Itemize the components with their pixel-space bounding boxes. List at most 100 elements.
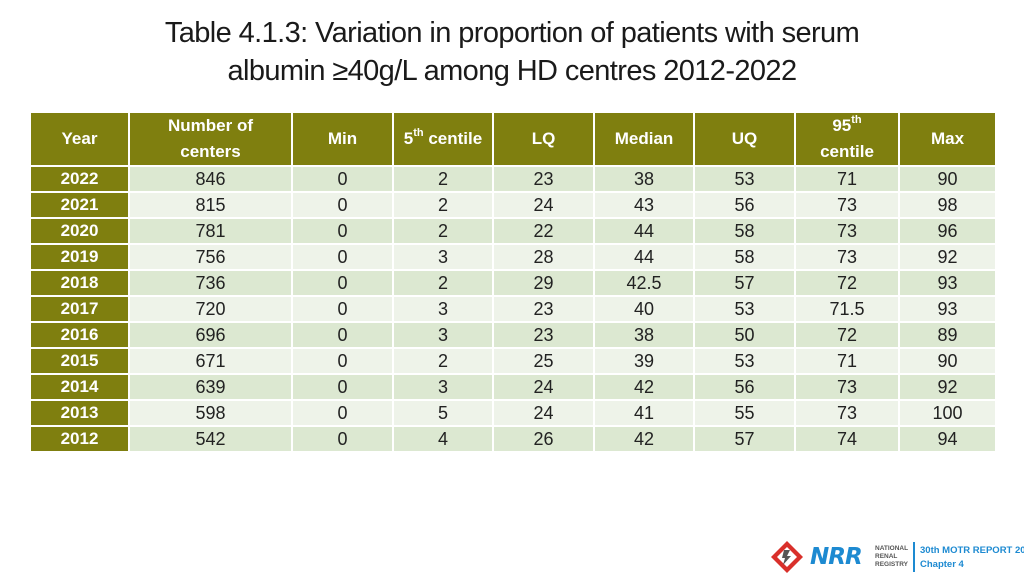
header-uq: UQ [695,113,796,165]
cell-max: 93 [900,269,995,295]
row-year: 2020 [31,217,130,243]
table-row: 2019 756 0 3 28 44 58 73 92 [31,243,995,269]
cell-p95: 73 [796,243,900,269]
cell-centers: 736 [130,269,293,295]
cell-centers: 542 [130,425,293,451]
cell-centers: 598 [130,399,293,425]
header-lq: LQ [494,113,595,165]
cell-median: 39 [595,347,695,373]
footer-branding: NRR NATIONAL RENAL REGISTRY 30th MOTR RE… [770,538,1024,576]
header-5th-centile: 5th centile [394,113,494,165]
cell-median: 42 [595,425,695,451]
cell-p95: 73 [796,399,900,425]
cell-median: 41 [595,399,695,425]
cell-p5: 3 [394,373,494,399]
cell-p95: 71.5 [796,295,900,321]
cell-uq: 57 [695,269,796,295]
cell-min: 0 [293,243,394,269]
cell-min: 0 [293,191,394,217]
cell-min: 0 [293,165,394,191]
cell-p5: 4 [394,425,494,451]
footer-divider [913,542,915,572]
cell-centers: 756 [130,243,293,269]
row-year: 2019 [31,243,130,269]
cell-min: 0 [293,425,394,451]
cell-median: 44 [595,217,695,243]
cell-uq: 56 [695,373,796,399]
cell-lq: 24 [494,191,595,217]
cell-p5: 2 [394,269,494,295]
cell-min: 0 [293,373,394,399]
table-row: 2018 736 0 2 29 42.5 57 72 93 [31,269,995,295]
cell-max: 92 [900,373,995,399]
header-min: Min [293,113,394,165]
cell-centers: 671 [130,347,293,373]
cell-lq: 28 [494,243,595,269]
cell-uq: 53 [695,347,796,373]
cell-median: 44 [595,243,695,269]
cell-uq: 55 [695,399,796,425]
cell-max: 92 [900,243,995,269]
table-row: 2022 846 0 2 23 38 53 71 90 [31,165,995,191]
cell-uq: 57 [695,425,796,451]
data-table: Year Number of centers Min 5th centile L… [31,113,995,451]
cell-max: 89 [900,321,995,347]
cell-max: 93 [900,295,995,321]
cell-lq: 24 [494,399,595,425]
cell-lq: 24 [494,373,595,399]
table-row: 2020 781 0 2 22 44 58 73 96 [31,217,995,243]
cell-p5: 3 [394,321,494,347]
cell-median: 38 [595,321,695,347]
row-year: 2016 [31,321,130,347]
cell-lq: 29 [494,269,595,295]
cell-median: 40 [595,295,695,321]
cell-p5: 2 [394,347,494,373]
cell-max: 96 [900,217,995,243]
cell-min: 0 [293,217,394,243]
row-year: 2018 [31,269,130,295]
row-year: 2021 [31,191,130,217]
cell-p5: 2 [394,217,494,243]
cell-centers: 639 [130,373,293,399]
cell-min: 0 [293,347,394,373]
cell-min: 0 [293,321,394,347]
cell-uq: 53 [695,295,796,321]
cell-max: 94 [900,425,995,451]
cell-p5: 5 [394,399,494,425]
cell-median: 43 [595,191,695,217]
nrr-logo-text: NRR [810,544,863,570]
cell-centers: 781 [130,217,293,243]
cell-uq: 58 [695,217,796,243]
cell-median: 42.5 [595,269,695,295]
cell-max: 100 [900,399,995,425]
cell-lq: 23 [494,321,595,347]
table-row: 2012 542 0 4 26 42 57 74 94 [31,425,995,451]
cell-p95: 73 [796,373,900,399]
cell-uq: 56 [695,191,796,217]
cell-centers: 720 [130,295,293,321]
table-row: 2015 671 0 2 25 39 53 71 90 [31,347,995,373]
row-year: 2022 [31,165,130,191]
cell-min: 0 [293,399,394,425]
row-year: 2013 [31,399,130,425]
cell-p5: 2 [394,165,494,191]
page-title: Table 4.1.3: Variation in proportion of … [0,14,1024,90]
title-line-1: Table 4.1.3: Variation in proportion of … [164,17,860,49]
row-year: 2012 [31,425,130,451]
cell-p95: 71 [796,165,900,191]
cell-lq: 25 [494,347,595,373]
table-row: 2016 696 0 3 23 38 50 72 89 [31,321,995,347]
cell-p5: 3 [394,243,494,269]
registry-logo-icon [771,541,803,573]
cell-lq: 26 [494,425,595,451]
table-row: 2021 815 0 2 24 43 56 73 98 [31,191,995,217]
header-median: Median [595,113,695,165]
table-row: 2013 598 0 5 24 41 55 73 100 [31,399,995,425]
cell-lq: 22 [494,217,595,243]
cell-max: 98 [900,191,995,217]
cell-p5: 3 [394,295,494,321]
cell-p95: 73 [796,191,900,217]
cell-uq: 53 [695,165,796,191]
table-row: 2017 720 0 3 23 40 53 71.5 93 [31,295,995,321]
header-year: Year [31,113,130,165]
